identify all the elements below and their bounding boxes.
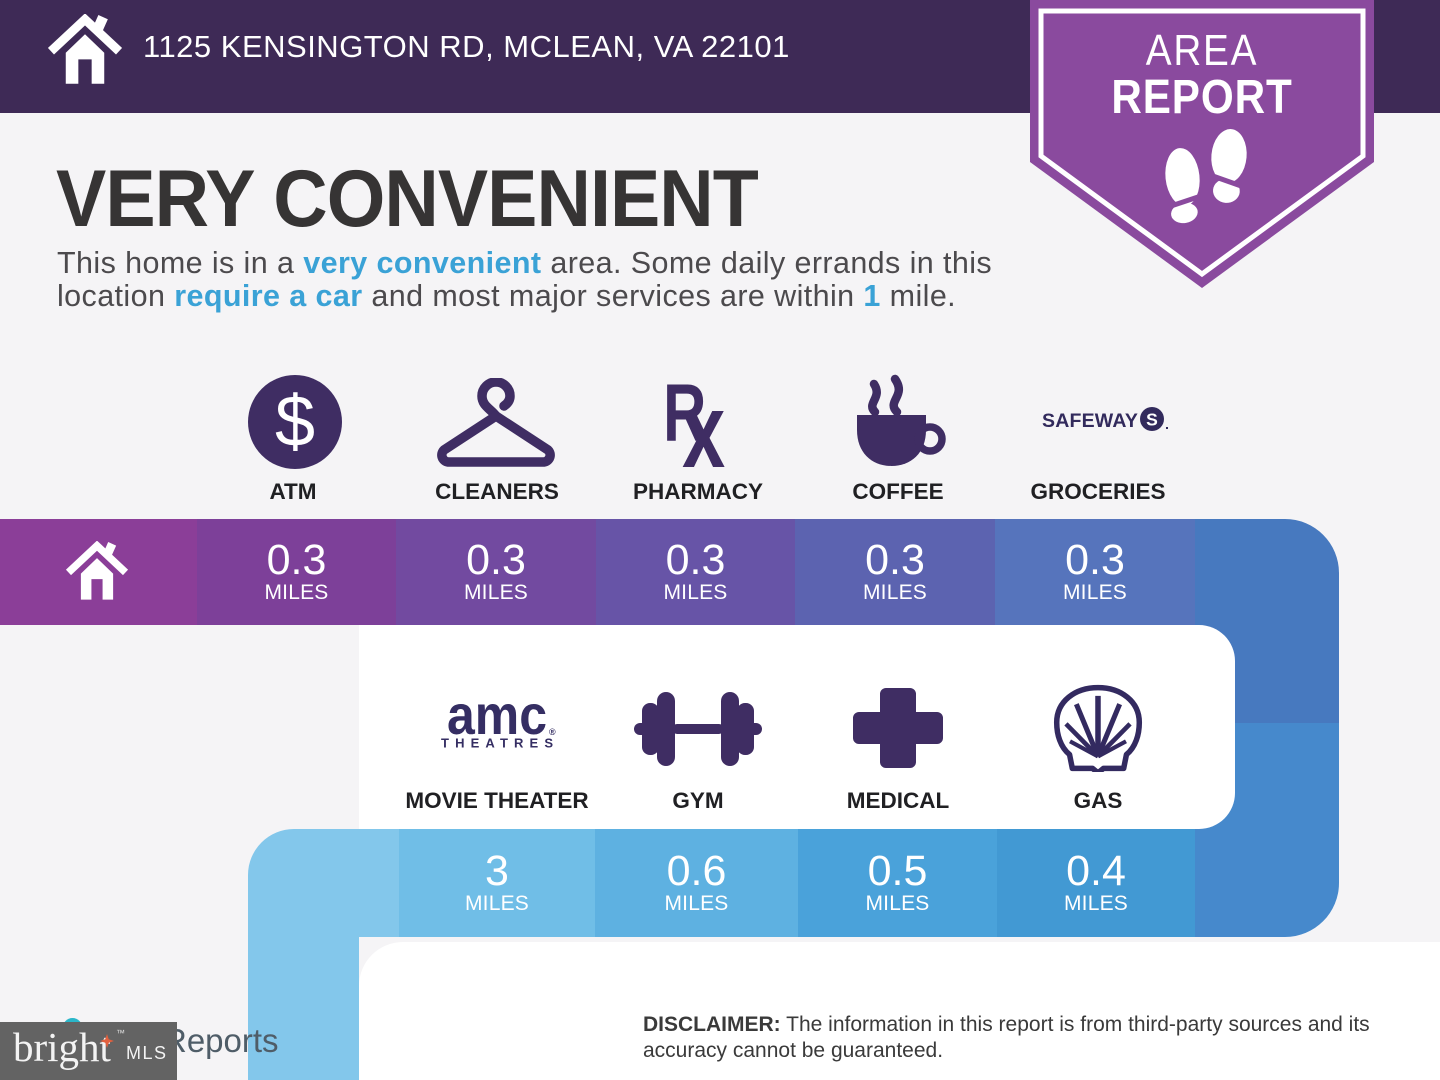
svg-text:R: R xyxy=(663,378,706,459)
svg-text:$: $ xyxy=(275,382,315,462)
svg-text:amc: amc xyxy=(447,690,547,746)
svg-text:S: S xyxy=(1146,409,1158,429)
svg-text:x: x xyxy=(682,378,725,470)
svg-text:®: ® xyxy=(549,727,556,737)
